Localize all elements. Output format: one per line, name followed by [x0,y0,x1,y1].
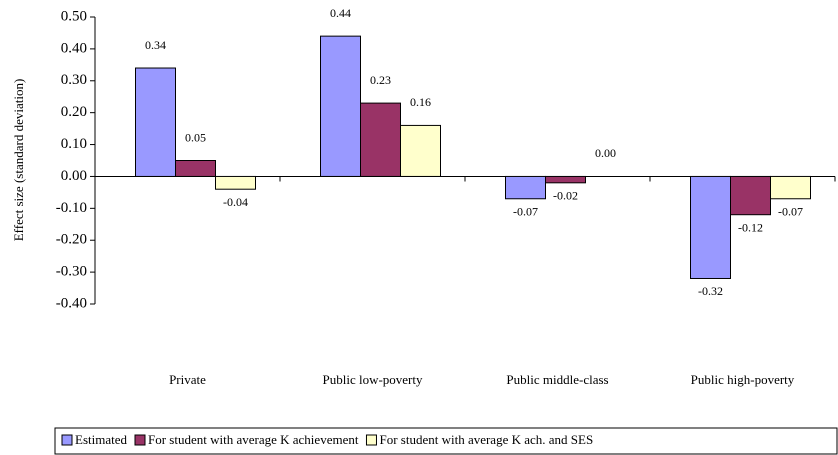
value-label: -0.07 [778,205,803,219]
bar [545,175,586,184]
value-label: -0.02 [553,189,578,203]
value-label: -0.12 [738,220,763,234]
legend-swatch [134,434,146,446]
y-tick-label: 0.10 [61,136,87,152]
value-label: -0.32 [698,284,723,298]
x-tick-label: Public middle-class [506,372,608,387]
bar [175,160,216,177]
legend-label: For student with average K ach. and SES [379,432,593,447]
y-tick-label: -0.10 [56,200,87,216]
value-label: -0.04 [223,195,248,209]
bar [400,124,441,177]
x-tick-label: Private [169,372,206,387]
y-tick-label: -0.30 [56,264,87,280]
value-label: 0.16 [410,95,431,109]
value-label: 0.44 [330,6,351,20]
legend-box [54,427,838,455]
bar [360,102,401,177]
bar [770,175,811,200]
value-label: 0.34 [145,38,166,52]
y-tick-label: 0.40 [61,40,87,56]
y-tick-label: 0.30 [61,72,87,88]
bar [135,67,176,177]
value-label: 0.05 [185,130,206,144]
bar [690,175,731,279]
bar [320,35,361,177]
legend-swatch [61,434,73,446]
y-tick-label: 0.00 [61,168,87,184]
x-tick-label: Public low-poverty [322,372,423,387]
bar [215,175,256,190]
y-tick-label: 0.20 [61,104,87,120]
bar [730,175,771,216]
legend-swatch [365,434,377,446]
x-tick-label: Public high-poverty [691,372,795,387]
y-tick-label: 0.50 [61,8,87,24]
y-axis-title: Effect size (standard deviation) [11,79,26,242]
y-tick-label: -0.40 [56,295,87,311]
legend-label: For student with average K achievement [148,432,359,447]
legend-label: Estimated [75,432,127,447]
value-label: 0.23 [370,73,391,87]
value-label: -0.07 [513,205,538,219]
y-tick-label: -0.20 [56,232,87,248]
bar [505,175,546,200]
value-label: 0.00 [595,146,616,160]
